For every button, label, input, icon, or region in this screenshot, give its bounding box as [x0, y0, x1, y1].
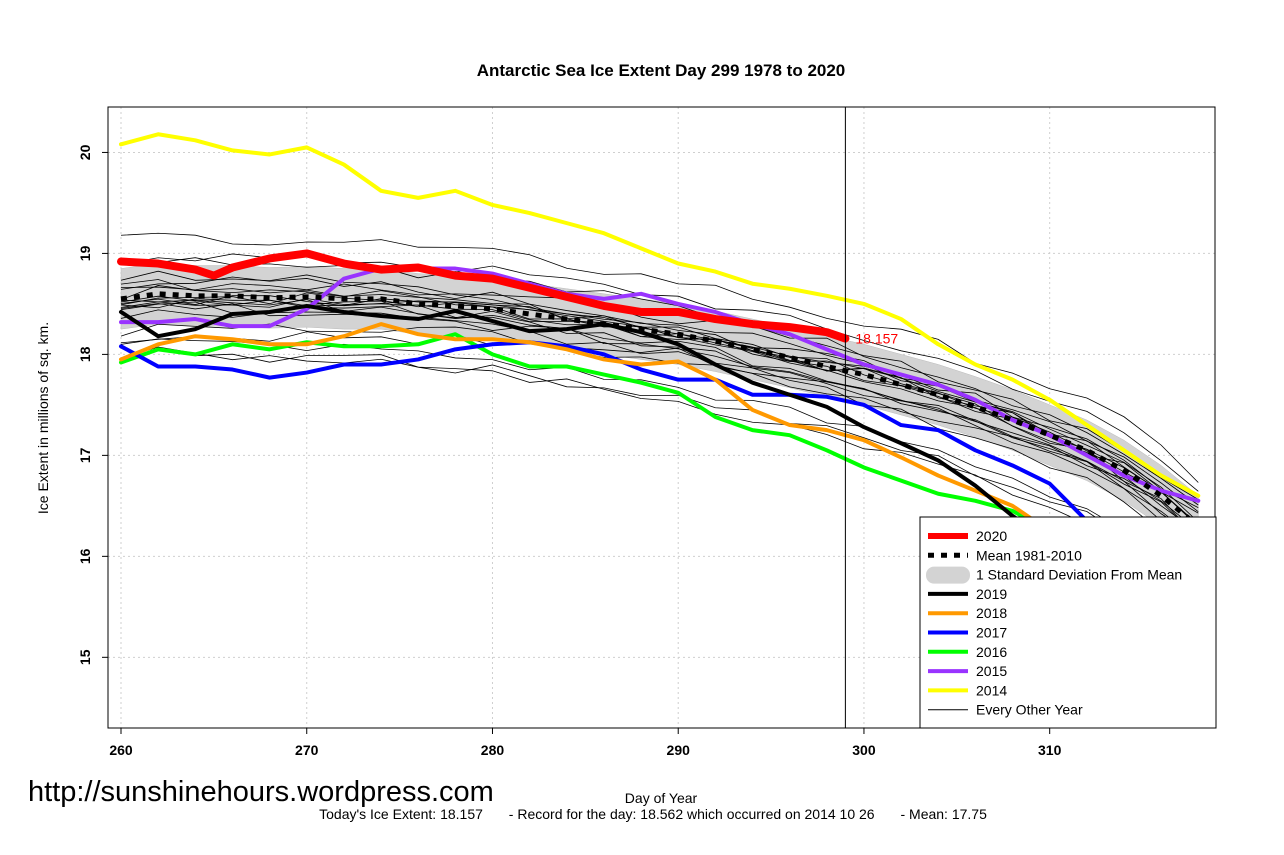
footer-record: - Record for the day: 18.562 which occur… — [508, 806, 875, 822]
y-tick-label: 20 — [77, 144, 93, 160]
series-line-2014 — [119, 132, 1201, 498]
series-line-other-year — [120, 276, 1199, 523]
legend-label: Mean 1981-2010 — [976, 547, 1082, 563]
series-line-other-year — [120, 323, 1199, 531]
x-tick-label: 300 — [852, 742, 876, 758]
x-tick-label: 260 — [109, 742, 133, 758]
current-value-label: 18.157 — [855, 331, 898, 347]
series-line-other-year — [120, 257, 1199, 506]
series-line-other-year — [120, 283, 1199, 500]
legend-label: Every Other Year — [976, 702, 1083, 718]
series-line-mean-1981-2010 — [120, 291, 1200, 528]
legend-label: 2017 — [976, 625, 1007, 641]
series-line-other-year — [120, 298, 1199, 508]
series-line-2020 — [117, 249, 850, 343]
y-axis: 15 16 17 18 19 20 — [77, 144, 108, 665]
series-line-other-year — [120, 279, 1199, 533]
legend-label: 2020 — [976, 528, 1007, 544]
y-tick-label: 19 — [77, 245, 93, 261]
series-line-2017 — [119, 340, 1201, 624]
y-tick-label: 18 — [77, 346, 93, 362]
footer-mean: - Mean: 17.75 — [900, 806, 987, 822]
legend-key-band — [926, 566, 970, 584]
legend-label: 1 Standard Deviation From Mean — [976, 567, 1182, 583]
footer-today: Today's Ice Extent: 18.157 — [319, 806, 483, 822]
x-tick-label: 280 — [481, 742, 505, 758]
legend-box — [919, 516, 1217, 729]
watermark-url: http://sunshinehours.wordpress.com — [28, 776, 494, 808]
x-axis: 260 270 280 290 300 310 — [109, 728, 1062, 758]
series-line-other-year — [120, 346, 1199, 598]
legend-label: 2015 — [976, 663, 1007, 679]
series-line-other-year — [120, 270, 1199, 540]
series-line-other-year — [120, 232, 1199, 483]
series-line-other-year — [120, 285, 1199, 525]
legend: 2020 Mean 1981-2010 1 Standard Deviation F… — [919, 516, 1217, 729]
footer-stats: Today's Ice Extent: 18.157 - Record for … — [0, 806, 1284, 822]
std-dev-band — [120, 263, 1199, 557]
x-axis-label: Day of Year — [625, 790, 698, 806]
y-tick-label: 15 — [77, 649, 93, 665]
x-tick-label: 310 — [1038, 742, 1062, 758]
legend-label: 2016 — [976, 644, 1007, 660]
chart-title: Antarctic Sea Ice Extent Day 299 1978 to… — [477, 61, 846, 80]
plot-frame — [107, 106, 1216, 729]
y-tick-label: 16 — [77, 548, 93, 564]
series-line-2018 — [119, 322, 1201, 624]
series-line-other-year — [120, 303, 1199, 565]
series-line-other-year — [120, 295, 1199, 539]
series-lines — [117, 132, 1201, 705]
legend-label: 2014 — [976, 682, 1007, 698]
x-tick-label: 270 — [295, 742, 319, 758]
series-line-other-year — [120, 331, 1199, 541]
legend-label: 2018 — [976, 605, 1007, 621]
y-axis-label: Ice Extent in millions of sq. km. — [35, 322, 51, 514]
series-line-other-year — [120, 349, 1199, 601]
x-tick-label: 290 — [667, 742, 691, 758]
std-dev-band-area — [120, 263, 1199, 557]
legend-label: 2019 — [976, 586, 1007, 602]
series-line-other-year — [120, 338, 1199, 581]
y-tick-label: 17 — [77, 447, 93, 463]
